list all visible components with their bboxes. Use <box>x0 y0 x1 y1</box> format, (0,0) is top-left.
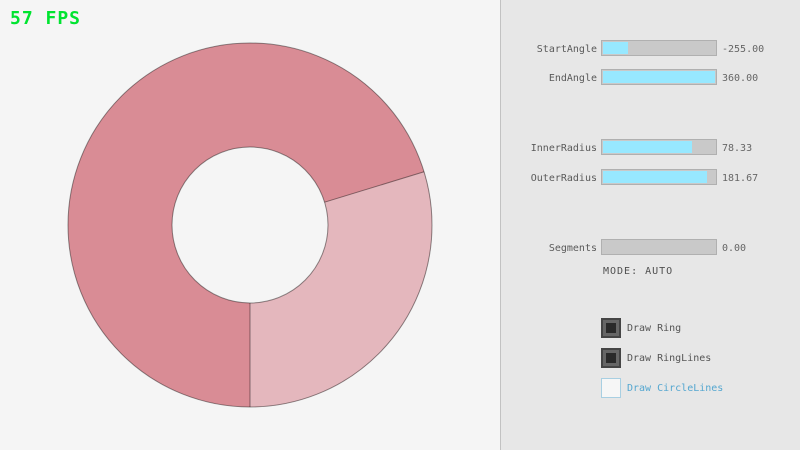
draw-ring-checkbox[interactable] <box>601 318 621 338</box>
draw-ring-label: Draw Ring <box>627 323 682 334</box>
ring-inner-line <box>171 146 329 304</box>
startangle-label: StartAngle <box>536 44 597 55</box>
ring-hole <box>172 147 328 303</box>
control-panel: StartAngle -255.00 EndAngle 360.00 Inner… <box>500 0 800 450</box>
mode-label: MODE: AUTO <box>603 266 674 277</box>
innerradius-value: 78.33 <box>722 143 753 154</box>
endangle-slider[interactable] <box>601 69 717 85</box>
startangle-value: -255.00 <box>722 44 765 55</box>
draw-ringlines-checkbox[interactable] <box>601 348 621 368</box>
endangle-label: EndAngle <box>548 73 597 84</box>
segments-label: Segments <box>548 243 597 254</box>
endangle-value: 360.00 <box>722 73 759 84</box>
outerradius-slider[interactable] <box>601 169 717 185</box>
segments-value: 0.00 <box>722 243 747 254</box>
draw-circlelines-label: Draw CircleLines <box>627 383 724 394</box>
draw-ringlines-label: Draw RingLines <box>627 353 712 364</box>
innerradius-label: InnerRadius <box>530 143 597 154</box>
ring-radial-line-start <box>324 171 425 203</box>
outerradius-slider-fill <box>603 171 707 183</box>
ring-outer-line <box>67 42 433 408</box>
fps-counter: 57 FPS <box>10 8 82 29</box>
draw-circlelines-checkbox[interactable] <box>601 378 621 398</box>
outerradius-label: OuterRadius <box>530 173 597 184</box>
innerradius-slider[interactable] <box>601 139 717 155</box>
ring-canvas <box>67 42 433 408</box>
startangle-slider[interactable] <box>601 40 717 56</box>
ring-single-region <box>250 171 433 407</box>
outerradius-value: 181.67 <box>722 173 759 184</box>
segments-slider[interactable] <box>601 239 717 255</box>
startangle-slider-fill <box>603 42 629 54</box>
endangle-slider-fill <box>603 71 715 83</box>
innerradius-slider-fill <box>603 141 692 153</box>
